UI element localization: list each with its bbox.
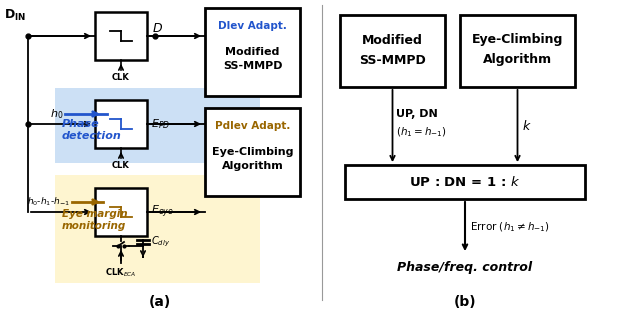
Text: UP, DN: UP, DN: [397, 109, 438, 119]
Text: Algorithm: Algorithm: [221, 161, 284, 171]
Bar: [95, 100, 147, 148]
Text: Error ($h_1 \neq h_{-1}$): Error ($h_1 \neq h_{-1}$): [470, 220, 550, 234]
Text: SS-MMPD: SS-MMPD: [359, 54, 426, 66]
Text: $\mathbf{D_{IN}}$: $\mathbf{D_{IN}}$: [4, 8, 26, 23]
Bar: [340, 15, 445, 87]
Text: Eye-Climbing: Eye-Climbing: [472, 33, 563, 47]
Text: ($h_1 = h_{-1}$): ($h_1 = h_{-1}$): [397, 125, 447, 139]
Text: CLK: CLK: [112, 72, 130, 82]
Text: $E_{eye}$: $E_{eye}$: [151, 204, 174, 220]
Bar: [205, 8, 300, 96]
Bar: [460, 15, 575, 87]
Bar: [345, 165, 585, 199]
Text: Phase
detection: Phase detection: [62, 119, 122, 141]
Text: Modified: Modified: [225, 47, 280, 57]
Text: CLK$_{ECA}$: CLK$_{ECA}$: [105, 267, 137, 279]
Text: SS-MMPD: SS-MMPD: [223, 61, 282, 71]
Text: $k$: $k$: [522, 119, 532, 133]
Text: Pdlev Adapt.: Pdlev Adapt.: [215, 121, 290, 131]
Bar: [205, 108, 300, 196]
Text: CLK: CLK: [112, 161, 130, 169]
Bar: [55, 88, 260, 163]
Text: $C_{dly}$: $C_{dly}$: [151, 235, 170, 249]
Bar: [55, 175, 260, 283]
Text: Eye margin
monitoring: Eye margin monitoring: [62, 209, 127, 231]
Text: Algorithm: Algorithm: [483, 54, 552, 66]
Text: Eye-Climbing: Eye-Climbing: [212, 147, 293, 157]
Text: Dlev Adapt.: Dlev Adapt.: [218, 21, 287, 31]
Bar: [95, 12, 147, 60]
Text: Modified: Modified: [362, 33, 423, 47]
Text: $h_0$: $h_0$: [49, 107, 63, 121]
Text: (a): (a): [149, 295, 171, 309]
Text: $D$: $D$: [152, 21, 163, 35]
Text: UP : DN = 1 : $k$: UP : DN = 1 : $k$: [410, 175, 520, 189]
Bar: [95, 188, 147, 236]
Text: $E_{PD}$: $E_{PD}$: [151, 117, 170, 131]
Text: $h_0$-$h_1$-$h_{-1}$: $h_0$-$h_1$-$h_{-1}$: [27, 196, 70, 208]
Text: (b): (b): [454, 295, 476, 309]
Text: Phase/freq. control: Phase/freq. control: [397, 261, 532, 273]
